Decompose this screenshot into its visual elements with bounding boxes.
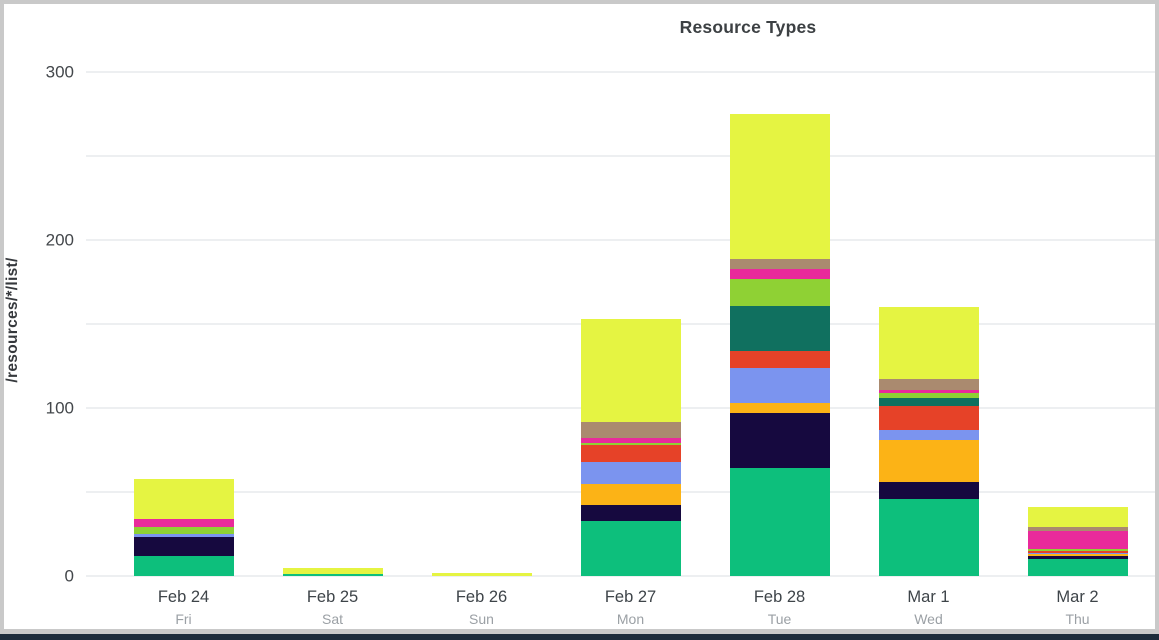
bar-segment-lime[interactable]	[729, 278, 830, 306]
stacked-bar[interactable]	[729, 114, 830, 576]
x-axis-label: Mar 1 Wed	[854, 589, 1003, 626]
x-tick-date: Mar 2	[1056, 588, 1099, 606]
bar-column: Feb 24 Fri	[109, 72, 258, 626]
x-tick-date: Feb 26	[455, 588, 508, 606]
bar-segment-magenta[interactable]	[580, 438, 681, 444]
bar-segment-yellow[interactable]	[580, 319, 681, 422]
bar-segment-tan[interactable]	[580, 421, 681, 439]
stacked-bar[interactable]	[580, 319, 681, 576]
bar-segment-cornflower[interactable]	[729, 367, 830, 403]
stacked-bar[interactable]	[431, 572, 532, 576]
x-axis-label: Feb 26 Sun	[407, 589, 556, 626]
bottom-edge-strip	[0, 634, 1159, 640]
x-tick-date: Feb 27	[604, 588, 657, 606]
bar-segment-tan[interactable]	[1027, 527, 1128, 531]
bar-segment-emerald[interactable]	[133, 555, 234, 576]
x-tick-weekday: Sun	[469, 610, 494, 627]
x-tick-weekday: Sat	[321, 610, 343, 627]
bar-segment-orange[interactable]	[1027, 554, 1128, 556]
bar-segment-magenta[interactable]	[729, 268, 830, 279]
stacked-bar[interactable]	[1027, 507, 1128, 576]
bar-segment-navy[interactable]	[729, 413, 830, 469]
bar-segment-red[interactable]	[729, 350, 830, 368]
bar-column: Feb 26 Sun	[407, 72, 556, 626]
gridline	[86, 239, 1155, 241]
bar-segment-emerald[interactable]	[1027, 559, 1128, 576]
bar-segment-teal[interactable]	[878, 397, 979, 407]
bar-segment-orange[interactable]	[878, 439, 979, 482]
bar-segment-orange[interactable]	[729, 402, 830, 414]
bar-segment-yellow[interactable]	[133, 478, 234, 519]
bar-column: Mar 1 Wed	[854, 72, 1003, 626]
stacked-bar[interactable]	[133, 478, 234, 576]
bar-segment-lime[interactable]	[580, 443, 681, 445]
bar-segment-cornflower[interactable]	[878, 429, 979, 440]
bar-column: Feb 25 Sat	[258, 72, 407, 626]
bar-segment-emerald[interactable]	[729, 468, 830, 576]
bar-segment-lime[interactable]	[1027, 549, 1128, 551]
bar-segment-cornflower[interactable]	[133, 534, 234, 538]
x-axis-label: Mar 2 Thu	[1003, 589, 1152, 626]
bar-column: Feb 27 Mon	[556, 72, 705, 626]
y-tick-label: 300	[45, 62, 74, 82]
bar-segment-cornflower[interactable]	[580, 461, 681, 484]
bar-segment-red[interactable]	[580, 445, 681, 462]
bar-segment-magenta[interactable]	[1027, 530, 1128, 550]
bar-segment-magenta[interactable]	[878, 389, 979, 393]
x-tick-date: Feb 24	[157, 588, 210, 606]
gridline	[86, 575, 1155, 577]
x-tick-weekday: Wed	[914, 610, 943, 627]
x-tick-weekday: Tue	[767, 610, 792, 627]
bar-segment-magenta[interactable]	[133, 518, 234, 528]
bar-segment-yellow[interactable]	[1027, 507, 1128, 528]
bar-segment-tan[interactable]	[729, 258, 830, 269]
gridline	[86, 71, 1155, 73]
bar-column: Feb 28 Tue	[705, 72, 854, 626]
x-axis-label: Feb 25 Sat	[258, 589, 407, 626]
bar-segment-yellow[interactable]	[878, 307, 979, 380]
bar-segment-tan[interactable]	[878, 379, 979, 390]
bar-segment-teal[interactable]	[729, 305, 830, 351]
x-tick-weekday: Thu	[1065, 610, 1090, 627]
bar-segment-yellow[interactable]	[729, 114, 830, 259]
bar-segment-navy[interactable]	[1027, 555, 1128, 560]
stacked-bar[interactable]	[282, 567, 383, 576]
bar-segment-red[interactable]	[1027, 550, 1128, 553]
y-tick-label: 200	[45, 230, 74, 250]
bar-segment-navy[interactable]	[878, 481, 979, 499]
chart-window: Resource Types /resources/*/list/ 0 100 20…	[4, 4, 1155, 629]
bar-segment-emerald[interactable]	[580, 520, 681, 576]
bar-segment-emerald[interactable]	[878, 498, 979, 576]
y-tick-label: 0	[64, 566, 74, 586]
x-tick-date: Feb 28	[753, 588, 806, 606]
x-tick-weekday: Mon	[616, 610, 645, 627]
x-axis-label: Feb 28 Tue	[705, 589, 854, 626]
bar-segment-navy[interactable]	[133, 537, 234, 556]
bars-layer: Feb 24 Fri Feb 25 Sat Feb 26 Sun Feb 27 Mon Feb …	[109, 72, 1152, 626]
gridline	[86, 155, 1155, 157]
bar-segment-navy[interactable]	[580, 505, 681, 521]
bar-segment-lime[interactable]	[133, 527, 234, 535]
x-axis-label: Feb 27 Mon	[556, 589, 705, 626]
y-tick-label: 100	[45, 398, 74, 418]
x-tick-date: Feb 25	[306, 588, 359, 606]
x-tick-weekday: Fri	[175, 610, 192, 627]
bar-segment-yellow[interactable]	[282, 567, 383, 575]
bar-segment-cornflower[interactable]	[1027, 552, 1128, 555]
bar-column: Mar 2 Thu	[1003, 72, 1152, 626]
bar-segment-emerald[interactable]	[282, 574, 383, 576]
bar-segment-orange[interactable]	[580, 483, 681, 506]
x-axis-label: Feb 24 Fri	[109, 589, 258, 626]
stacked-bar[interactable]	[878, 307, 979, 576]
chart-title: Resource Types	[679, 17, 817, 37]
y-axis-ticks: 0 100 200 300	[4, 64, 74, 585]
bar-segment-lime[interactable]	[878, 392, 979, 398]
plot-area: Feb 24 Fri Feb 25 Sat Feb 26 Sun Feb 27 Mon Feb …	[86, 71, 1155, 626]
bar-segment-yellow[interactable]	[431, 572, 532, 576]
x-tick-date: Mar 1	[907, 588, 950, 606]
bar-segment-red[interactable]	[878, 406, 979, 430]
